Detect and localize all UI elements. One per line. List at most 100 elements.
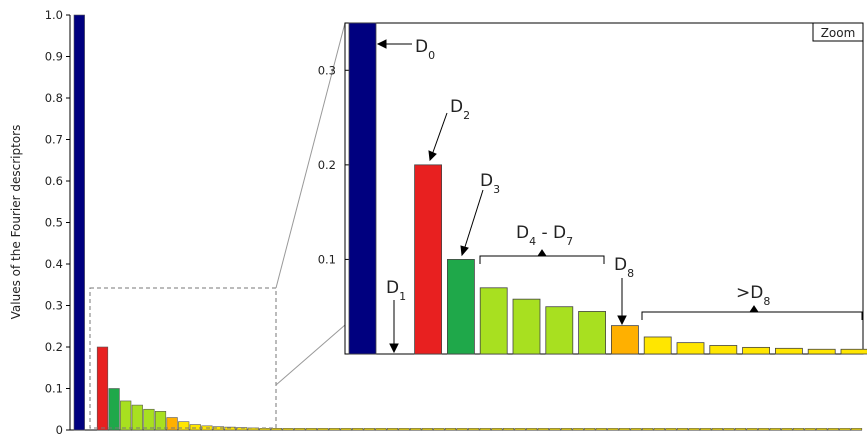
main-bars [73,14,863,431]
zoom-connector-top [275,22,346,289]
main-bar [456,428,468,431]
main-y-tick-label: 0 [56,423,63,434]
main-bar [491,428,503,431]
arrow-d2 [431,112,448,156]
main-bar [386,428,399,431]
main-bar [804,428,816,431]
main-bar [375,428,387,431]
main-bar [630,428,642,431]
main-bar [537,428,549,431]
main-bar [178,421,190,431]
arrowhead-d2 [428,150,437,162]
label-gt-d8: >D8 [736,283,770,308]
main-bar [363,428,375,431]
zoom-bar [512,298,541,355]
zoom-bar [479,287,508,355]
zoom-bar [545,306,574,355]
zoom-bar [611,325,639,355]
main-y-tick-label: 0.8 [45,91,63,105]
zoom-bar [446,259,475,355]
main-bar [781,428,793,431]
main-bar [560,428,573,431]
main-bar [328,428,341,431]
main-bar [665,428,677,431]
main-bar [711,428,723,431]
main-y-tick-label: 0.1 [45,382,63,396]
zoom-bars [348,22,867,355]
zoom-bar [578,311,606,355]
zoom-bar [807,348,836,355]
arrowhead-d3 [460,245,469,257]
main-bar [143,408,155,431]
zoom-bar [676,342,705,355]
main-bar [120,400,132,431]
bracket-gt-d8-tip [749,305,759,313]
main-bar [247,427,259,431]
arrow-d3 [463,189,484,251]
zoom-bar [643,336,672,355]
main-bar [224,426,236,431]
bracket-d4-d7-tip [537,249,547,257]
main-bar [700,428,712,431]
main-bar [618,428,631,431]
zoom-region-box [89,287,277,429]
zoom-inset: Zoom 0.1 0.2 0.3 D0 D1 D2 D3 D4 - D7 D8 >D… [318,22,867,355]
zoom-y-tick-label: 0.2 [318,158,336,172]
zoom-bar [414,164,443,355]
main-bar [317,428,329,431]
main-bar [259,428,271,431]
main-y-tick-label: 1.0 [45,8,63,22]
main-y-tick-label: 0.4 [45,257,63,271]
main-bar [549,428,561,431]
label-d0: D0 [415,37,435,62]
main-bar [572,428,584,431]
main-bar [746,428,758,431]
main-bar [444,428,457,431]
main-bar [433,428,445,431]
main-bar [792,428,805,431]
main-bar [816,428,828,431]
main-bar [294,428,306,431]
main-bar [526,428,538,431]
label-d1: D1 [386,278,406,303]
main-bar [723,428,735,431]
main-bar [96,346,109,431]
label-d2: D2 [450,97,470,122]
main-bar [398,428,410,431]
main-bar [131,404,143,431]
zoom-bar [840,348,867,355]
label-d4-d7: D4 - D7 [516,223,573,248]
zoom-bar [742,346,770,355]
main-bar [595,428,607,431]
main-chart: Values of the Fourier descriptors 00.10.… [9,8,863,434]
main-bar [305,428,317,431]
main-bar [584,428,596,431]
main-y-tick-label: 0.2 [45,340,63,354]
main-y-tick-label: 0.7 [45,133,63,147]
zoom-y-tick-label: 0.3 [318,63,336,77]
zoom-bar [348,22,377,355]
annotation-marks [376,39,863,354]
main-bar [189,424,201,431]
main-bar [73,14,85,431]
main-y-tick-label: 0.5 [45,216,63,230]
main-bar [479,428,491,431]
main-bar [758,428,770,431]
main-bar [850,428,863,431]
zoom-label-box [812,22,864,42]
main-y-tick-label: 0.9 [45,50,63,64]
main-bar [653,428,665,431]
main-bar [514,428,526,431]
main-bar [827,428,839,431]
arrowhead-d0 [376,39,387,49]
main-y-ticks: 0 0.1 0.2 0.3 0.4 0.5 0.6 0.7 0.8 0.9 1.0 [45,8,70,434]
main-bar [676,428,689,431]
arrowhead-d8 [617,315,627,326]
main-bar [352,428,364,431]
arrowhead-d1 [389,343,399,354]
main-bar [340,428,352,431]
zoom-bar [775,347,803,355]
zoom-connector-bottom [275,324,346,386]
label-d8: D8 [614,255,634,280]
